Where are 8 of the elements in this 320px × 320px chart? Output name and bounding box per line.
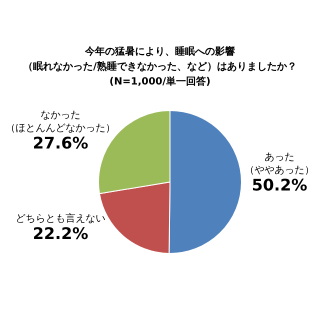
chart-subtitle: (N=1,000/単一回答) [109,76,211,88]
slice-label: どちらとも言えない [16,212,106,224]
data-label: 50.2% [252,176,308,195]
chart-title: 今年の猛暑により、睡眠への影響（眠れなかった/熟睡できなかった、など）はありましたか？ [23,46,297,73]
slice-label: あった（ややあった） [244,152,314,176]
data-label: 22.2% [32,224,88,243]
slice-label: なかった（ほとんんどなかった） [6,110,116,134]
data-label: 27.6% [32,134,88,153]
